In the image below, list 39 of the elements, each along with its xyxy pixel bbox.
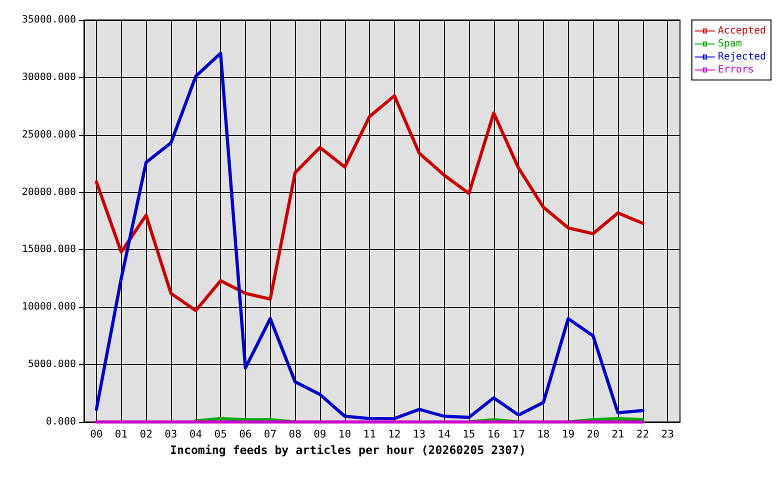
y-tick-label: 35000.000	[22, 14, 76, 26]
y-tick-label: 30000.000	[22, 72, 76, 83]
x-tick-label: 13	[412, 428, 426, 440]
legend-label: Accepted	[718, 26, 766, 36]
x-tick-label: 06	[239, 428, 252, 440]
legend-label: Rejected	[718, 52, 766, 62]
legend-label: Spam	[718, 38, 742, 50]
x-tick-label: 12	[388, 428, 401, 440]
x-tick-label: 15	[462, 428, 476, 440]
line-series	[94, 52, 644, 420]
y-tick-label: 20000.000	[22, 186, 76, 198]
y-tick-label: 5000.000	[28, 359, 76, 370]
x-tick-label: 20	[586, 428, 600, 440]
y-tick-label: 10000.000	[22, 302, 76, 313]
x-tick-label: 23	[661, 428, 674, 440]
x-tick-label: 18	[537, 428, 550, 440]
x-tick-label: 16	[487, 428, 500, 440]
line-series	[94, 94, 644, 312]
y-tick-label: 25000.000	[22, 129, 76, 140]
x-tick-label: 01	[114, 428, 128, 440]
x-tick-label: 04	[189, 428, 202, 440]
x-tick-label: 22	[636, 428, 650, 440]
x-tick-label: 10	[338, 428, 352, 440]
y-tick-label: 0.000	[46, 416, 76, 428]
x-tick-label: 14	[438, 428, 450, 440]
y-tick-label: 15000.000	[22, 244, 76, 256]
x-tick-label: 05	[214, 428, 227, 440]
x-axis-title: Incoming feeds by articles per hour (20260205 2307)	[170, 443, 526, 457]
legend-label: Errors	[718, 64, 754, 76]
x-tick-label: 07	[264, 428, 277, 440]
x-tick-label: 21	[612, 428, 624, 440]
x-tick-label: 00	[90, 428, 103, 440]
x-tick-label: 02	[140, 428, 152, 440]
x-tick-label: 19	[562, 428, 575, 440]
x-tick-label: 08	[288, 428, 302, 440]
x-tick-label: 09	[314, 428, 326, 440]
x-tick-label: 11	[363, 428, 376, 440]
x-tick-label: 03	[164, 428, 178, 440]
x-tick-label: 17	[512, 428, 525, 440]
